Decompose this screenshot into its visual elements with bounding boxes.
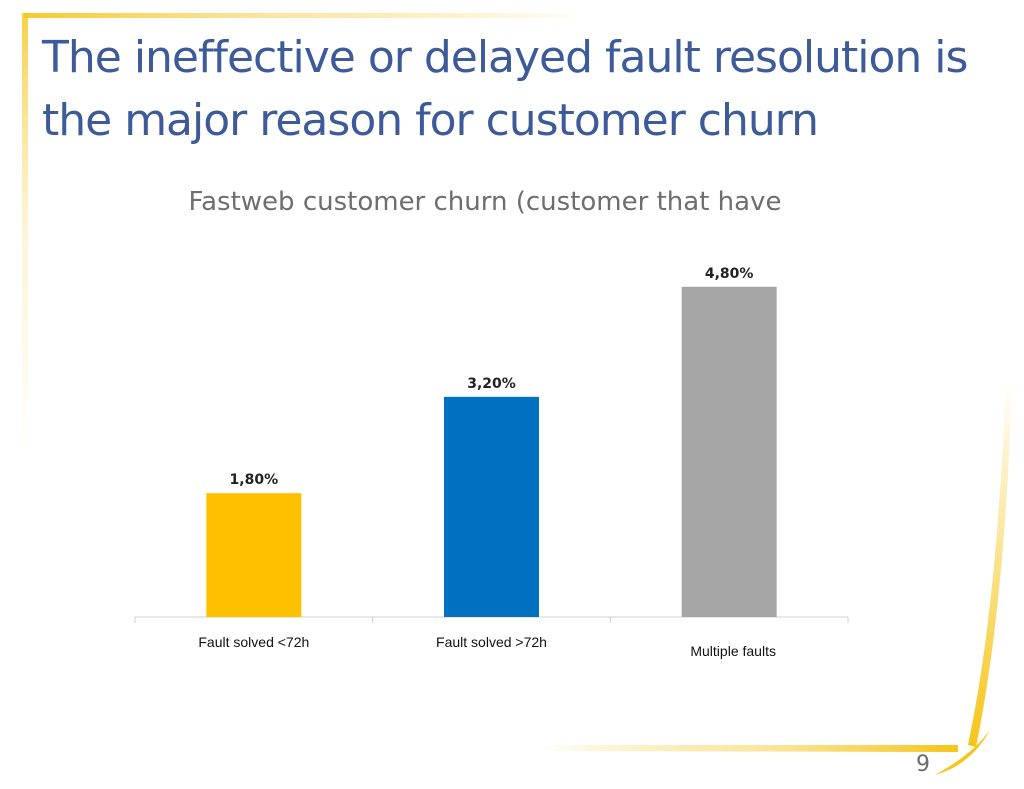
category-label-3: Multiple faults: [690, 643, 776, 659]
bar-3: [681, 286, 777, 617]
bar-1: [206, 493, 302, 617]
category-label-2: Fault solved >72h: [436, 634, 547, 650]
data-label-1: 1,80%: [230, 472, 279, 488]
data-label-2: 3,20%: [467, 376, 516, 392]
left-border-stroke: [22, 13, 28, 453]
category-label-1: Fault solved <72h: [198, 634, 309, 650]
right-border-stroke: [968, 380, 1012, 747]
page-number: 9: [916, 752, 930, 777]
top-border-stroke: [24, 13, 584, 18]
slide-title-line-1: The ineffective or delayed fault resolut…: [42, 32, 968, 83]
slide-title: The ineffective or delayed fault resolut…: [42, 26, 968, 152]
bar-2: [444, 396, 539, 617]
bottom-border-stroke: [540, 745, 958, 752]
chart-title: Fastweb customer churn (customer that ha…: [188, 187, 782, 217]
data-label-3: 4,80%: [705, 266, 754, 282]
slide-title-line-2: the major reason for customer churn: [42, 95, 819, 146]
